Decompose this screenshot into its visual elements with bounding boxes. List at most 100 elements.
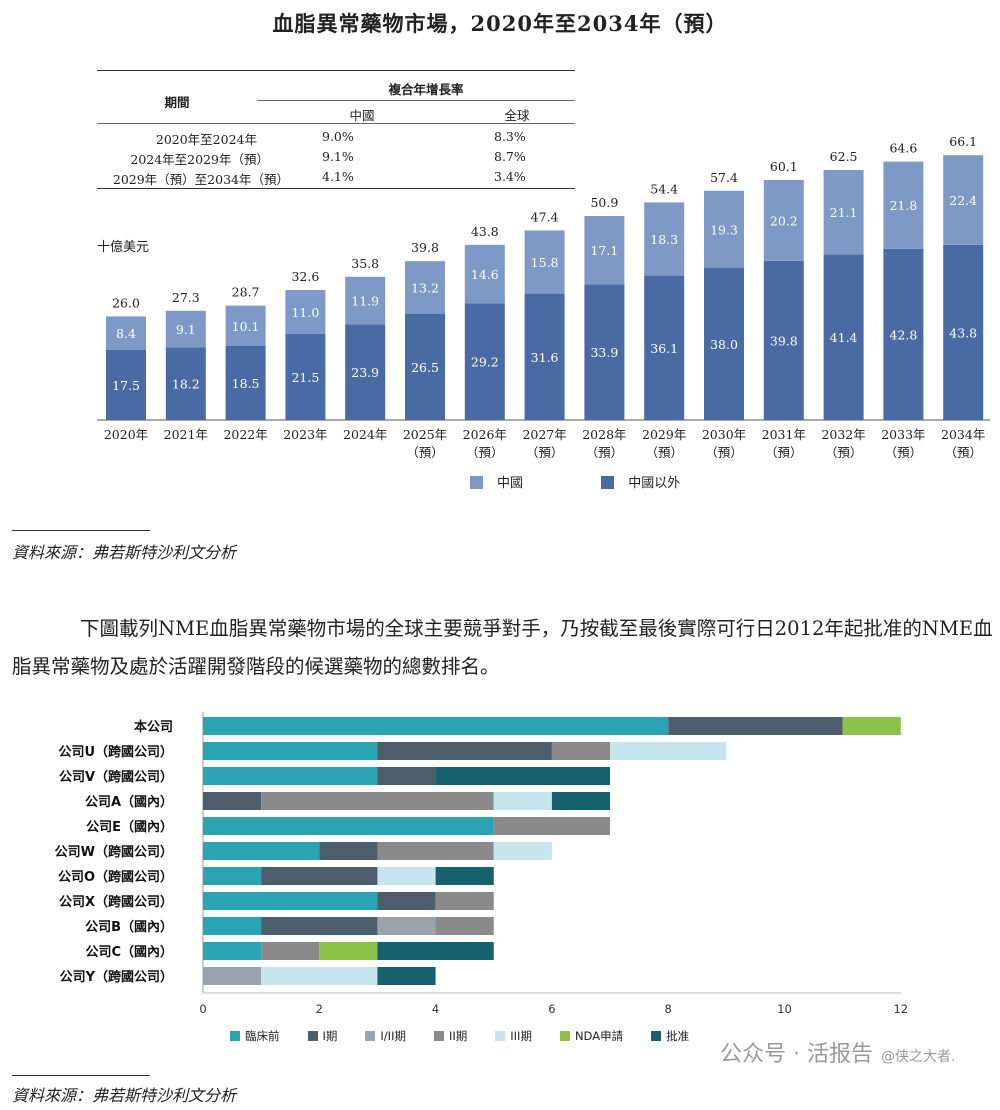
bar-segment-5 (493, 792, 552, 810)
legend-swatch (307, 1031, 318, 1041)
bar-value-outside: 31.6 (531, 350, 559, 365)
bar-value-china: 18.3 (650, 232, 678, 247)
bar-total-label: 47.4 (531, 209, 559, 224)
legend-label-outside: 中國以外 (628, 476, 681, 491)
x-tick-label: 6 (548, 1002, 555, 1016)
bar-china (584, 216, 625, 285)
legend-item: I期 (307, 1028, 338, 1044)
x-tick-sublabel: （預） (885, 445, 923, 460)
bar-segment-1 (203, 717, 669, 735)
market-chart-legend: 中國 中國以外 (470, 472, 680, 491)
company-label: 公司U（跨國公司） (58, 744, 173, 760)
global-cagr-cell: 8.3% (494, 129, 526, 144)
legend-item: NDA申請 (559, 1028, 624, 1044)
x-tick-sublabel: （預） (705, 445, 743, 460)
bar-total-label: 66.1 (949, 134, 977, 149)
intro-paragraph: 下圖載列NME血脂異常藥物市場的全球主要競爭對手，乃按截至最後實際可行日2012… (12, 610, 997, 686)
x-tick-sublabel: （預） (944, 445, 982, 460)
bar-total-label: 64.6 (889, 141, 917, 156)
bar-segment-2 (319, 842, 378, 860)
cagr-table: 期間 複合年增長率 中國 全球 2020年至2024年 9.0% 8.3% 20… (97, 70, 575, 190)
legend-swatch-outside (601, 476, 615, 489)
legend-label: II期 (448, 1029, 468, 1043)
legend-item: II期 (433, 1028, 468, 1044)
bar-value-china: 17.1 (590, 243, 618, 258)
legend-swatch (651, 1031, 662, 1041)
bar-outside-china (405, 314, 445, 420)
market-size-chart: 17.5 8.4 26.0 2020年 18.2 9.1 27.3 2021年 18.5 10.1… (97, 134, 990, 460)
x-tick-label: 12 (893, 1002, 908, 1016)
legend-item: III期 (495, 1028, 532, 1044)
bar-segment-5 (377, 867, 436, 885)
bar-segment-1 (203, 917, 262, 935)
bar-segment-7 (377, 942, 494, 960)
legend-swatch (230, 1031, 240, 1041)
bar-total-label: 39.8 (411, 240, 439, 255)
x-tick-label: 2031年 (762, 427, 806, 442)
bar-value-china: 8.4 (116, 326, 136, 341)
col-china-header: 中國 (349, 108, 375, 123)
bar-china (704, 190, 744, 268)
chart-title: 血脂異常藥物市場，2020年至2034年（預） (272, 11, 728, 36)
bar-outside-china (524, 293, 565, 420)
x-tick-sublabel: （預） (466, 445, 504, 460)
period-cell: 2029年（預）至2034年（預） (112, 172, 289, 187)
global-cagr-cell: 8.7% (494, 149, 526, 164)
legend-label: NDA申請 (574, 1029, 624, 1043)
bar-segment-7 (435, 867, 494, 885)
x-tick-label: 2 (316, 1002, 323, 1016)
bar-segment-1 (203, 867, 262, 885)
period-cell: 2020年至2024年 (155, 132, 257, 147)
bar-value-outside: 18.5 (232, 376, 260, 391)
company-label: 公司A（國內） (85, 794, 173, 810)
watermark-sub: @侠之大者. (880, 1049, 956, 1065)
bar-value-outside: 21.5 (291, 370, 319, 385)
x-tick-label: 2024年 (343, 427, 387, 442)
bar-value-china: 19.3 (710, 222, 738, 237)
x-tick-label: 2033年 (881, 427, 925, 442)
bar-china (524, 230, 565, 294)
competitor-chart-legend: 臨床前 I期 I/II期 II期 III期 NDA申請 批准 (230, 1028, 717, 1044)
bar-china (285, 290, 326, 334)
x-tick-label: 2026年 (463, 427, 507, 442)
bar-outside-china (165, 347, 206, 420)
bar-segment-6 (842, 717, 901, 735)
bar-segment-7 (377, 967, 436, 985)
bar-segment-3 (203, 967, 262, 985)
x-tick-sublabel: （預） (825, 445, 863, 460)
company-label: 公司B（國內） (85, 919, 173, 935)
intro-text: 下圖載列NME血脂異常藥物市場的全球主要競爭對手，乃按截至最後實際可行日2012… (12, 617, 993, 678)
bar-segment-1 (203, 742, 378, 760)
x-tick-sublabel: （預） (765, 445, 803, 460)
source-note: 資料來源：弗若斯特沙利文分析 (12, 1086, 237, 1105)
bar-segment-6 (319, 942, 378, 960)
bar-value-outside: 42.8 (889, 327, 917, 342)
bar-total-label: 50.9 (590, 195, 618, 210)
legend-label: I期 (322, 1029, 338, 1043)
bar-segment-2 (377, 892, 436, 910)
bar-value-china: 11.0 (291, 305, 319, 320)
bar-segment-2 (377, 767, 436, 785)
x-tick-label: 2022年 (223, 427, 267, 442)
bar-value-china: 11.9 (351, 294, 379, 309)
bar-outside-china (823, 254, 864, 420)
legend-label: I/II期 (380, 1029, 406, 1043)
china-cagr-cell: 4.1% (322, 169, 354, 184)
company-label: 公司V（跨國公司） (59, 769, 173, 785)
bar-value-outside: 38.0 (710, 337, 738, 352)
china-cagr-cell: 9.1% (322, 149, 354, 164)
legend-label: 批准 (666, 1029, 690, 1043)
bar-outside-china (883, 248, 924, 420)
bar-segment-7 (551, 792, 611, 810)
bar-segment-4 (493, 817, 611, 835)
bar-segment-1 (203, 817, 494, 835)
company-label: 公司C（國內） (85, 944, 173, 960)
bar-value-china: 15.8 (531, 255, 559, 270)
bar-outside-china (285, 334, 326, 420)
bar-total-label: 28.7 (232, 285, 260, 300)
legend-item: 臨床前 (230, 1028, 280, 1044)
x-tick-label: 2021年 (164, 427, 208, 442)
legend-swatch (495, 1031, 506, 1041)
bar-china (464, 244, 505, 304)
